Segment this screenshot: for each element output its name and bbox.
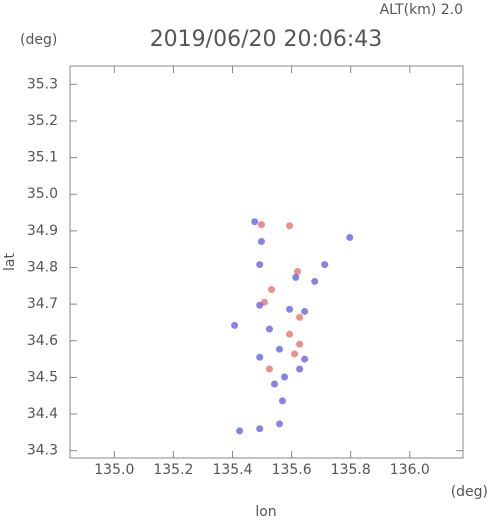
echo-point [301,355,309,363]
echo-point [291,350,299,358]
y-tick-label: 34.7 [27,296,58,312]
x-tick-label: 136.0 [390,462,430,478]
echo-point [256,301,264,309]
echo-point [231,321,239,329]
echo-point [256,261,264,269]
echo-point [294,268,302,276]
y-tick-label: 35.0 [27,186,58,202]
echo-point [292,273,300,281]
echo-point [286,222,294,230]
echo-point [301,307,309,315]
x-tick-label: 135.6 [272,462,312,478]
echo-point [268,285,276,293]
echo-point [256,353,264,361]
echo-point [278,397,286,405]
echo-point [296,313,304,321]
echo-point [257,237,265,245]
echo-point [257,221,265,229]
echo-point [281,373,289,381]
y-tick-label: 34.3 [27,443,58,459]
echo-point [265,365,273,373]
y-tick-label: 34.6 [27,333,58,349]
corner-label: ALT(km) 2.0 [380,2,463,18]
y-axis-label: lat [2,253,18,271]
y-tick-label: 34.4 [27,406,58,422]
x-tick-label: 135.4 [212,462,252,478]
x-unit: (deg) [451,484,488,500]
y-tick-label: 34.5 [27,369,58,385]
y-tick-label: 34.9 [27,223,58,239]
echo-point [296,365,304,373]
echo-point [265,325,273,333]
y-tick-label: 35.3 [27,76,58,92]
echo-point [286,330,294,338]
y-tick-label: 34.8 [27,259,58,275]
echo-point [270,380,278,388]
chart-title: 2019/06/20 20:06:43 [150,27,383,52]
echo-point [286,305,294,313]
echo-point [276,420,284,428]
plot-frame [69,65,464,459]
x-tick-label: 135.0 [94,462,134,478]
y-tick-label: 35.1 [27,150,58,166]
echo-point [251,218,259,226]
x-tick-label: 135.2 [153,462,193,478]
echo-point [256,425,264,433]
echo-point [321,261,329,269]
x-tick-label: 135.8 [331,462,371,478]
echo-point [311,277,319,285]
echo-point [296,340,304,348]
y-tick-label: 35.2 [27,113,58,129]
echo-point [276,345,284,353]
echo-point [346,233,354,241]
x-axis-label: lon [255,504,276,520]
y-unit: (deg) [20,32,57,48]
echo-point [236,427,244,435]
